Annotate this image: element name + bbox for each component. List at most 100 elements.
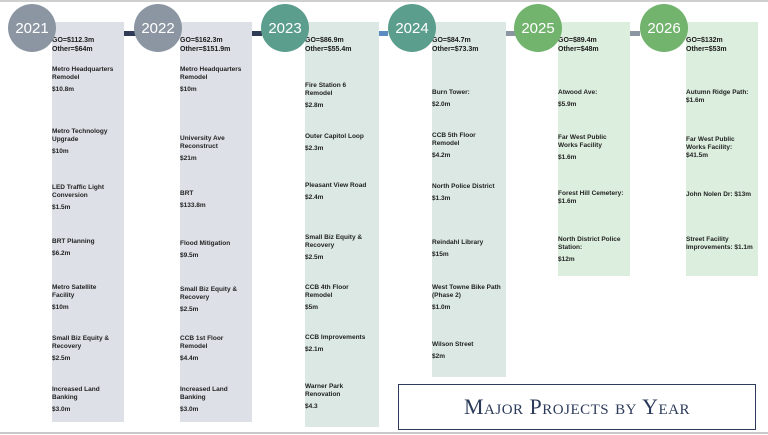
go-funding: GO=$89.4m bbox=[558, 37, 597, 44]
project-amount: $2.0m bbox=[432, 101, 451, 108]
year-column-2025: GO=$89.4m Other=$48m Atwood Ave: $5.9m Fa… bbox=[558, 22, 630, 276]
project-name: Street Facility Improvements: $1.1m bbox=[686, 236, 753, 251]
year-column-2021: GO=$112.3m Other=$64m Metro Headquarters… bbox=[52, 22, 124, 422]
project-item: Flood Mitigation $9.5m bbox=[180, 240, 248, 260]
project-item: Atwood Ave: $5.9m bbox=[558, 89, 626, 109]
project-name: Far West Public Works Facility: $41.5m bbox=[686, 136, 735, 159]
project-item: Pleasant View Road $2.4m bbox=[305, 182, 375, 202]
project-item: Fire Station 6 Remodel $2.8m bbox=[305, 82, 375, 110]
year-column-2023: GO=$86.9m Other=$55.4m Fire Station 6 Re… bbox=[305, 22, 379, 427]
project-name: Burn Tower: bbox=[432, 89, 470, 96]
year-badge-2022: 2022 bbox=[134, 4, 182, 52]
project-name: LED Traffic Light Conversion bbox=[52, 184, 104, 199]
project-name: Metro Headquarters Remodel bbox=[180, 66, 242, 81]
project-name: Metro Headquarters Remodel bbox=[52, 66, 114, 81]
project-name: Wilson Street bbox=[432, 341, 474, 348]
project-name: Forest Hill Cemetery: $1.6m bbox=[558, 190, 624, 205]
project-name: Reindahl Library bbox=[432, 239, 484, 246]
project-amount: $6.2m bbox=[52, 250, 71, 257]
project-item: Autumn Ridge Path: $1.6m bbox=[686, 89, 754, 105]
project-item: Metro Headquarters Remodel $10.8m bbox=[52, 66, 120, 94]
year-badge-2026: 2026 bbox=[640, 4, 688, 52]
project-amount: $1.3m bbox=[432, 195, 451, 202]
project-item: Far West Public Works Facility: $41.5m bbox=[686, 136, 754, 160]
project-amount: $12m bbox=[558, 256, 575, 263]
project-item: Increased Land Banking $3.0m bbox=[180, 386, 248, 414]
project-name: CCB Improvements bbox=[305, 334, 366, 341]
funding-summary: GO=$89.4m Other=$48m bbox=[558, 36, 599, 54]
project-item: CCB 5th Floor Remodel $4.2m bbox=[432, 132, 502, 160]
project-amount: $2.4m bbox=[305, 194, 324, 201]
funding-summary: GO=$86.9m Other=$55.4m bbox=[305, 36, 352, 54]
project-amount: $10m bbox=[52, 304, 69, 311]
bottom-rule bbox=[0, 432, 768, 434]
project-item: Outer Capitol Loop $2.3m bbox=[305, 133, 375, 153]
project-amount: $4.3 bbox=[305, 403, 318, 410]
project-amount: $5.9m bbox=[558, 101, 577, 108]
year-badge-2021: 2021 bbox=[8, 4, 56, 52]
project-item: Small Biz Equity & Recovery $2.5m bbox=[180, 286, 248, 314]
timeline-connector bbox=[506, 31, 516, 36]
project-item: Reindahl Library $15m bbox=[432, 239, 502, 259]
project-amount: $15m bbox=[432, 251, 449, 258]
project-name: Increased Land Banking bbox=[180, 386, 228, 401]
timeline-connector bbox=[630, 31, 640, 36]
project-amount: $2.1m bbox=[305, 346, 324, 353]
project-name: Metro Technology Upgrade bbox=[52, 128, 108, 143]
go-funding: GO=$84.7m bbox=[432, 37, 471, 44]
project-item: CCB Improvements $2.1m bbox=[305, 334, 375, 354]
go-funding: GO=$162.3m bbox=[180, 37, 223, 44]
go-funding: GO=$112.3m bbox=[52, 37, 95, 44]
project-name: Pleasant View Road bbox=[305, 182, 367, 189]
project-item: Warner Park Renovation $4.3 bbox=[305, 383, 375, 411]
project-amount: $2m bbox=[432, 353, 446, 360]
project-item: Metro Headquarters Remodel $10m bbox=[180, 66, 248, 94]
page-title: Major Projects by Year bbox=[398, 384, 756, 430]
project-amount: $2.5m bbox=[305, 254, 324, 261]
project-name: CCB 4th Floor Remodel bbox=[305, 284, 349, 299]
project-amount: $133.8m bbox=[180, 202, 206, 209]
funding-summary: GO=$112.3m Other=$64m bbox=[52, 36, 94, 54]
project-item: North District Police Station: $12m bbox=[558, 236, 626, 264]
project-name: Outer Capitol Loop bbox=[305, 133, 364, 140]
project-name: Autumn Ridge Path: $1.6m bbox=[686, 89, 749, 104]
project-item: Metro Technology Upgrade $10m bbox=[52, 128, 120, 156]
project-name: Far West Public Works Facility bbox=[558, 134, 607, 149]
project-item: Burn Tower: $2.0m bbox=[432, 89, 502, 109]
project-name: Fire Station 6 Remodel bbox=[305, 82, 347, 97]
other-funding: Other=$53m bbox=[686, 46, 727, 53]
year-column-2024: GO=$84.7m Other=$73.3m Burn Tower: $2.0m … bbox=[432, 22, 506, 377]
project-amount: $10.8m bbox=[52, 86, 75, 93]
project-item: North Police District $1.3m bbox=[432, 183, 502, 203]
project-item: Street Facility Improvements: $1.1m bbox=[686, 236, 754, 252]
project-amount: $2.5m bbox=[180, 306, 199, 313]
project-amount: $9.5m bbox=[180, 252, 199, 259]
project-item: University Ave Reconstruct $21m bbox=[180, 135, 248, 163]
project-name: BRT Planning bbox=[52, 238, 95, 245]
project-amount: $1.6m bbox=[558, 154, 577, 161]
project-item: BRT $133.8m bbox=[180, 190, 248, 210]
project-item: CCB 1st Floor Remodel $4.4m bbox=[180, 335, 248, 363]
project-item: LED Traffic Light Conversion $1.5m bbox=[52, 184, 120, 212]
project-item: Metro Satellite Facility $10m bbox=[52, 284, 120, 312]
project-name: Small Biz Equity & Recovery bbox=[305, 234, 363, 249]
go-funding: GO=$132m bbox=[686, 37, 723, 44]
project-name: Increased Land Banking bbox=[52, 386, 100, 401]
project-item: West Towne Bike Path (Phase 2) $1.0m bbox=[432, 284, 502, 312]
project-item: Small Biz Equity & Recovery $2.5m bbox=[305, 234, 375, 262]
project-item: Forest Hill Cemetery: $1.6m bbox=[558, 190, 626, 206]
top-rule bbox=[0, 0, 768, 2]
project-name: BRT bbox=[180, 190, 194, 197]
timeline-connector bbox=[376, 31, 388, 36]
year-badge-2023: 2023 bbox=[261, 4, 309, 52]
funding-summary: GO=$132m Other=$53m bbox=[686, 36, 727, 54]
project-name: CCB 5th Floor Remodel bbox=[432, 132, 476, 147]
project-item: John Nolen Dr: $13m bbox=[686, 191, 754, 199]
project-name: North Police District bbox=[432, 183, 495, 190]
other-funding: Other=$64m bbox=[52, 46, 93, 53]
project-amount: $3.0m bbox=[52, 406, 71, 413]
project-item: Small Biz Equity & Recovery $2.5m bbox=[52, 335, 120, 363]
project-amount: $4.4m bbox=[180, 355, 199, 362]
year-column-2022: GO=$162.3m Other=$151.9m Metro Headquart… bbox=[180, 22, 252, 422]
project-amount: $2.8m bbox=[305, 102, 324, 109]
